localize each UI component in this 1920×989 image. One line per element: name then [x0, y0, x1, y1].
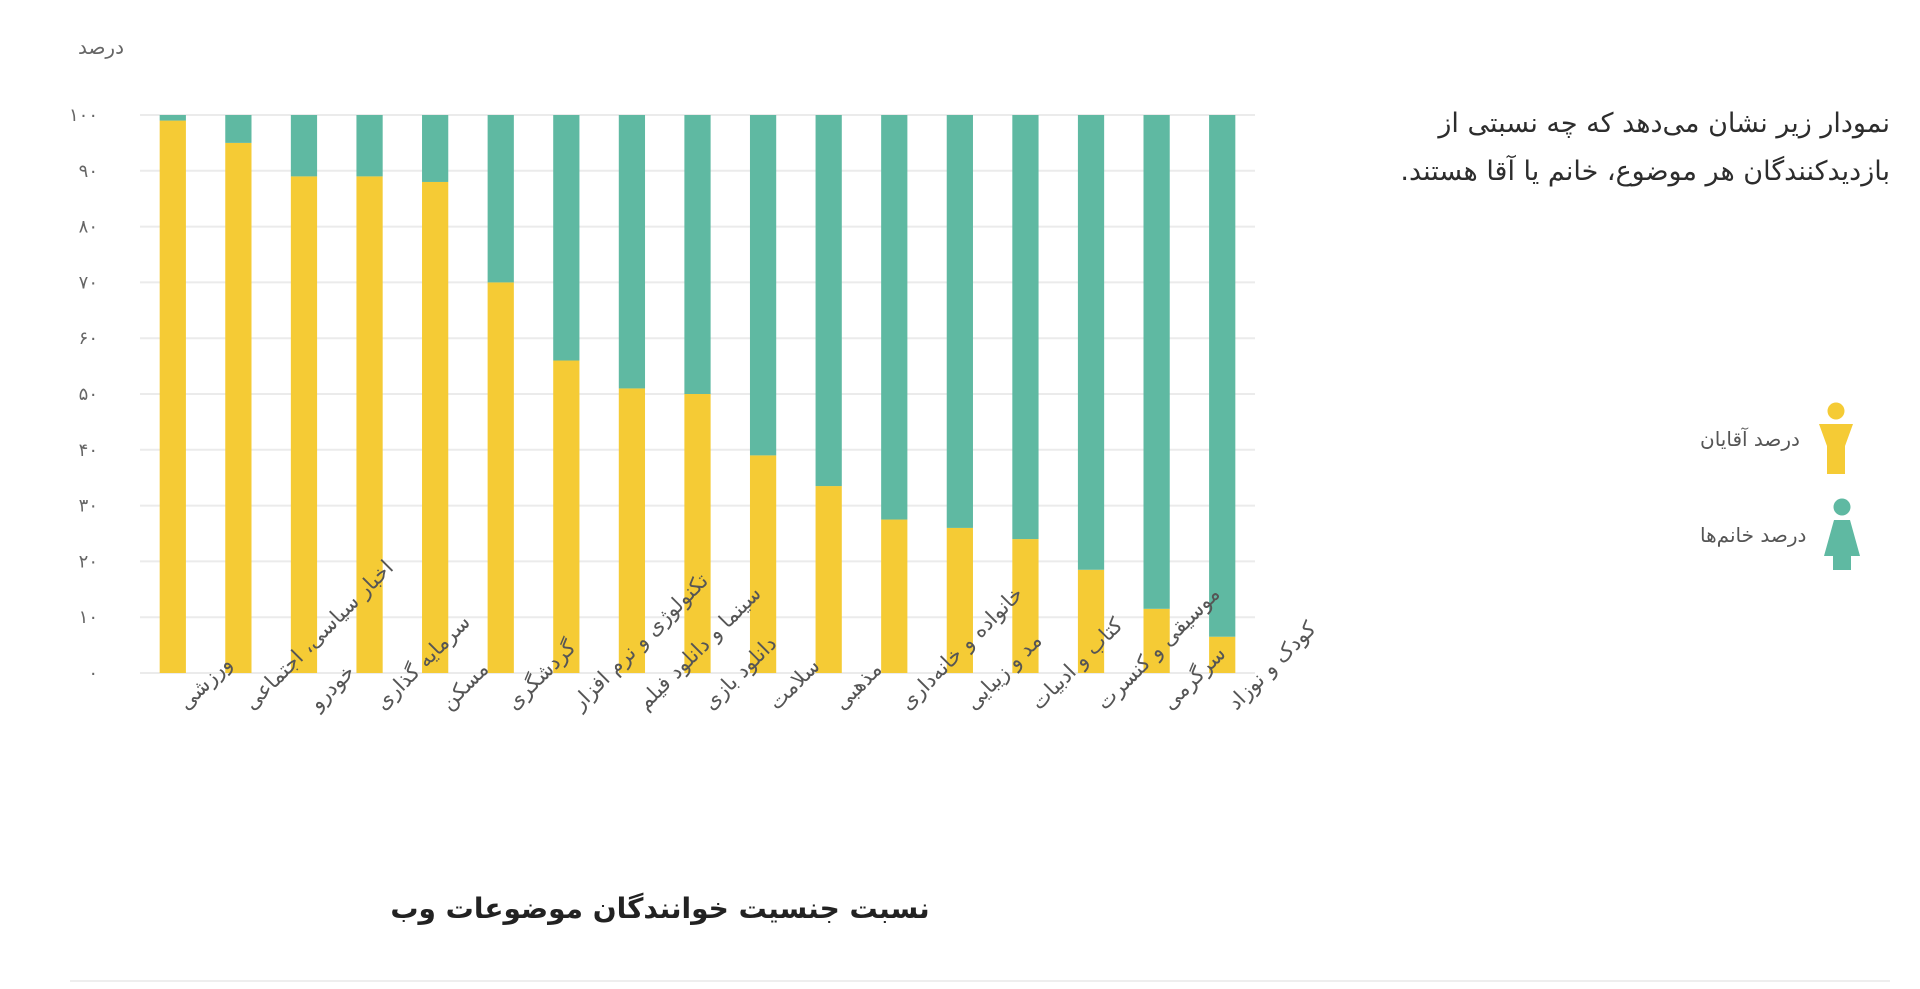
y-tick-label: ۷۰ — [79, 272, 98, 293]
bar-men — [422, 181, 449, 673]
chart-title: نسبت جنسیت خوانندگان موضوعات وب — [390, 892, 929, 925]
bar-men — [487, 282, 514, 673]
bar-women — [356, 115, 383, 177]
bar-women — [618, 115, 646, 389]
bar-women — [1077, 115, 1105, 570]
bar-women — [487, 115, 514, 283]
y-tick-label: ۴۰ — [79, 440, 98, 461]
bar-men — [815, 486, 842, 673]
bar-men — [225, 142, 252, 673]
y-tick-label: ۲۰ — [79, 551, 98, 572]
bar-men — [1012, 539, 1039, 673]
bar-men — [946, 527, 973, 673]
bar-women — [159, 115, 186, 121]
bar-men — [290, 176, 318, 673]
bar-women — [684, 115, 711, 394]
legend-item-men: درصد آقایان — [1700, 402, 1856, 476]
bar-women — [881, 115, 908, 520]
bars — [159, 115, 1236, 673]
bar-women — [815, 115, 842, 487]
bar-men — [553, 360, 580, 673]
legend-label-men: درصد آقایان — [1700, 427, 1800, 451]
y-tick-label: ۹۰ — [79, 161, 98, 182]
x-category-label: کودک و نوزاد — [1223, 617, 1320, 715]
bar-women — [553, 115, 580, 361]
y-tick-label: ۳۰ — [79, 496, 98, 517]
bar-women — [290, 115, 318, 177]
legend-item-women: درصد خانم‌ها — [1700, 498, 1862, 572]
bar-men — [159, 120, 186, 673]
chart-description: نمودار زیر نشان می‌دهد که چه نسبتی از با… — [1400, 108, 1890, 187]
bar-men — [618, 388, 646, 673]
footer-divider — [70, 980, 1890, 982]
y-tick-label: ۵۰ — [79, 384, 98, 405]
bar-women — [1143, 115, 1170, 609]
bar-men — [1209, 636, 1236, 673]
bar-women — [946, 115, 973, 528]
legend-label-women: درصد خانم‌ها — [1700, 523, 1807, 547]
y-tick-label: ۰ — [88, 663, 98, 684]
bar-women — [225, 115, 252, 143]
male-figure-icon — [1818, 402, 1853, 474]
bar-men — [749, 455, 777, 673]
y-tick-label: ۱۰ — [79, 607, 98, 628]
y-tick-label: ۶۰ — [79, 328, 98, 349]
bar-men — [881, 519, 908, 673]
bar-men — [1077, 569, 1105, 673]
y-axis-ticks: ۰ ۱۰ ۲۰ ۳۰ ۴۰ ۵۰ ۶۰ ۷۰ ۸۰ ۹۰ ۱۰۰ — [69, 105, 98, 684]
bar-women — [749, 115, 777, 456]
y-axis-title: درصد — [78, 35, 124, 59]
bar-men — [684, 394, 711, 673]
y-tick-label: ۱۰۰ — [69, 105, 98, 126]
bar-women — [1209, 115, 1236, 637]
bar-women — [422, 115, 449, 182]
female-figure-icon — [1824, 498, 1861, 570]
bar-women — [1012, 115, 1039, 540]
y-tick-label: ۸۰ — [79, 217, 98, 238]
bar-men — [1143, 608, 1170, 673]
bar-men — [356, 176, 383, 673]
